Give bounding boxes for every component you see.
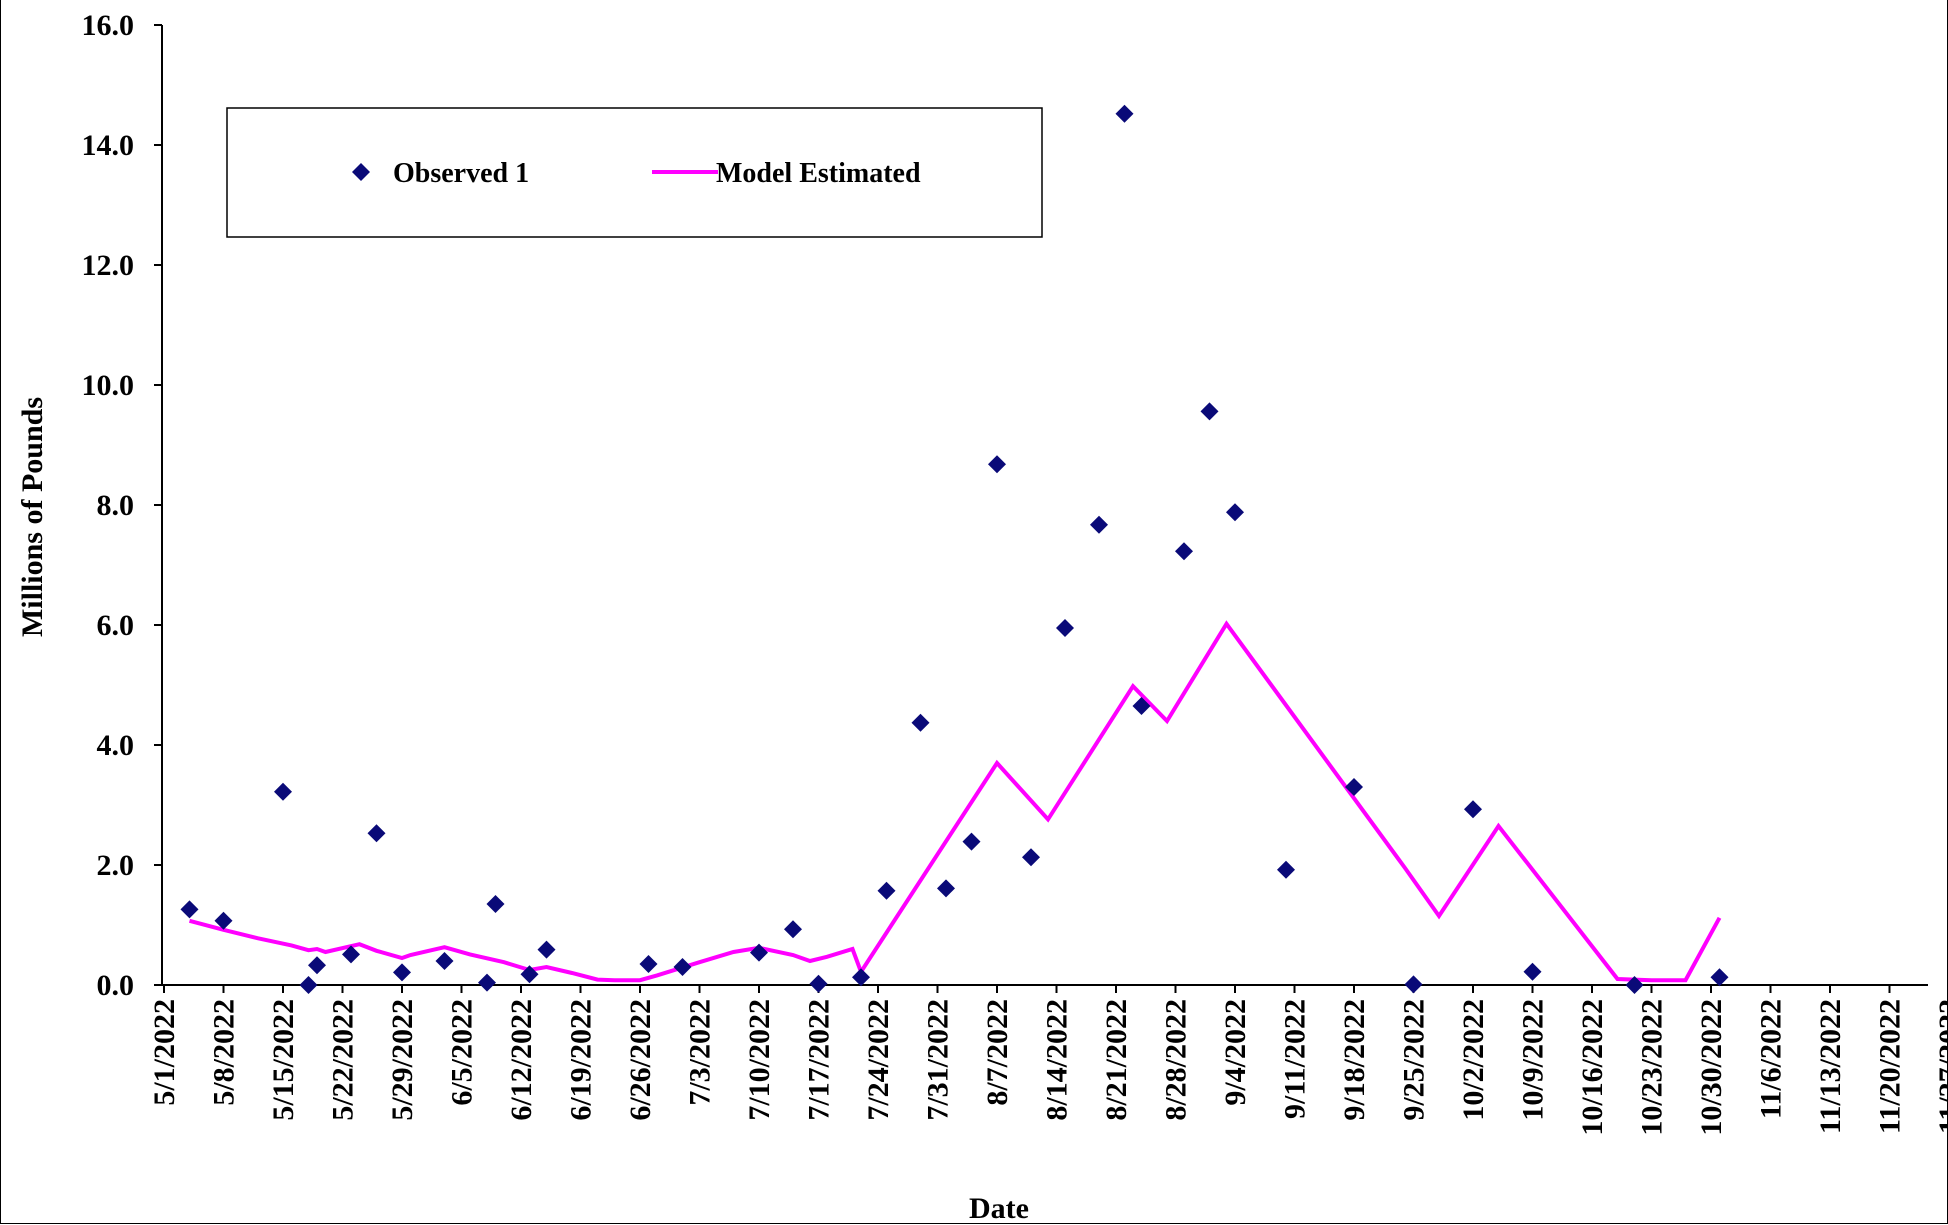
y-tick-label: 0.0 [97,969,135,1002]
y-tick-label: 12.0 [82,249,135,282]
x-tick-label: 7/3/2022 [684,999,717,1106]
observed-point [809,974,828,993]
x-tick-label: 6/12/2022 [505,999,538,1121]
observed-point [274,782,292,801]
y-tick-label: 10.0 [82,369,135,402]
x-tick-label: 9/4/2022 [1219,999,1252,1106]
x-tick-label: 8/21/2022 [1100,999,1133,1121]
observed-point [852,968,870,987]
y-tick-label: 8.0 [97,489,135,522]
x-tick-label: 10/16/2022 [1576,999,1609,1136]
observed-point [1132,697,1151,715]
observed-point [435,952,454,970]
observed-point [1523,962,1542,981]
x-tick-label: 10/30/2022 [1695,999,1728,1136]
y-tick-label: 16.0 [82,9,135,42]
x-tick-label: 7/24/2022 [862,999,895,1121]
model-estimated-line [188,620,1722,983]
y-tick-label: 2.0 [97,849,135,882]
x-tick-label: 9/11/2022 [1279,999,1312,1119]
observed-point [1022,848,1040,867]
observed-point [308,956,326,975]
x-tick-label: 11/27/2022 [1933,999,1948,1134]
x-tick-label: 5/1/2022 [148,999,181,1106]
x-tick-label: 11/6/2022 [1755,999,1788,1119]
x-tick-label: 6/5/2022 [446,999,479,1106]
legend-observed-marker [352,163,370,181]
observed-point [784,920,802,939]
y-axis-ticks: 0.0 2.0 4.0 6.0 8.0 10.0 12.0 14.0 16.0 [82,9,162,1002]
observed-point [639,955,658,973]
observed-point [1464,800,1482,819]
x-tick-label: 8/14/2022 [1041,999,1074,1121]
x-tick-label: 5/29/2022 [386,999,419,1121]
observed-point [214,911,233,930]
observed-point [367,824,386,843]
y-tick-label: 4.0 [97,729,135,762]
observed-point [1175,542,1193,561]
x-tick-label: 7/17/2022 [803,999,836,1121]
observed-point [1226,503,1244,522]
x-tick-label: 5/15/2022 [267,999,300,1121]
x-tick-label: 8/28/2022 [1160,999,1193,1121]
y-tick-label: 6.0 [97,609,135,642]
x-tick-label: 10/9/2022 [1517,999,1550,1121]
model-estimated-series [188,620,1722,983]
observed-point [1710,968,1729,987]
y-axis-title: Millions of Pounds [16,397,49,637]
x-tick-label: 7/31/2022 [922,999,955,1121]
observed-series [180,104,1729,994]
x-axis-ticks: 5/1/2022 5/8/2022 5/15/2022 5/22/2022 5/29/2… [148,985,1948,1136]
x-tick-label: 6/19/2022 [565,999,598,1121]
legend-model-label: Model Estimated [716,158,921,189]
observed-point [937,879,955,898]
observed-point [673,958,692,976]
observed-point [520,965,539,984]
observed-point [962,832,981,851]
x-tick-label: 10/2/2022 [1457,999,1490,1121]
x-axis-title: Date [969,1192,1029,1225]
x-tick-label: 6/26/2022 [624,999,657,1121]
observed-point [342,945,360,964]
x-tick-label: 8/7/2022 [981,999,1014,1106]
observed-point [1277,860,1295,879]
observed-point [1625,976,1644,994]
x-tick-label: 10/23/2022 [1636,999,1669,1136]
legend: Observed 1 Model Estimated [226,107,1043,238]
observed-point [180,900,199,919]
observed-point [299,976,318,994]
observed-point [988,455,1006,474]
observed-point [1090,515,1108,534]
x-tick-label: 9/18/2022 [1338,999,1371,1121]
observed-point [750,943,768,962]
y-tick-label: 14.0 [82,129,135,162]
observed-point [1056,619,1074,637]
observed-point [393,963,411,982]
observed-point [486,895,505,913]
x-tick-label: 7/10/2022 [743,999,776,1121]
observed-point [877,881,896,900]
observed-point [1404,975,1423,994]
x-tick-label: 5/8/2022 [208,999,241,1106]
x-tick-label: 5/22/2022 [327,999,360,1121]
observed-point [537,940,556,959]
x-tick-label: 11/20/2022 [1874,999,1907,1134]
observed-point [1115,104,1134,123]
observed-point [1200,402,1219,421]
x-tick-label: 9/25/2022 [1398,999,1431,1121]
observed-point [478,973,496,992]
observed-point [911,713,930,732]
observed-point [1345,778,1363,796]
legend-observed-label: Observed 1 [393,158,529,189]
x-tick-label: 11/13/2022 [1814,999,1847,1134]
